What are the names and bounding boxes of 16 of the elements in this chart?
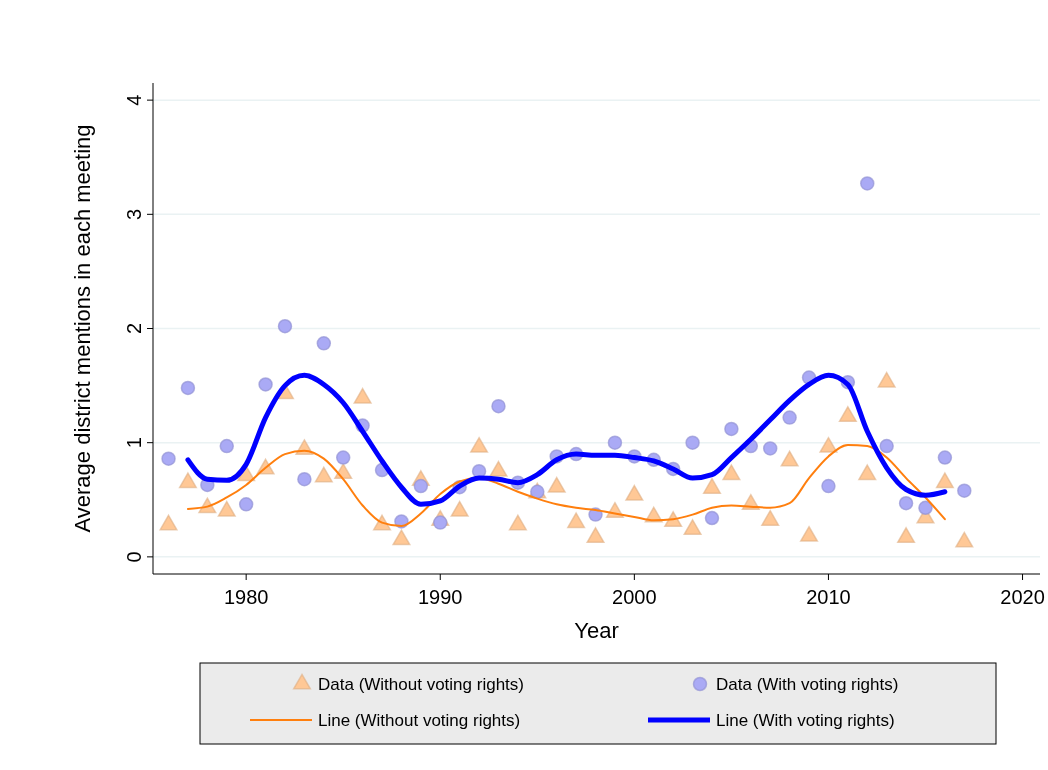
- x-axis-title: Year: [574, 618, 619, 643]
- legend-label: Line (Without voting rights): [318, 711, 521, 730]
- y-tick-label: 1: [123, 437, 145, 449]
- x-tick-label: 1980: [223, 586, 269, 608]
- y-tick-label: 2: [123, 322, 145, 335]
- x-tick-label: 2010: [806, 586, 851, 608]
- legend-label: Data (With voting rights): [716, 675, 899, 694]
- x-tick-label: 2000: [612, 586, 657, 608]
- legend-label: Line (With voting rights): [716, 711, 895, 730]
- x-tick-label: 2020: [1000, 586, 1045, 608]
- y-tick-label: 3: [123, 208, 145, 220]
- y-axis-title: Average district mentions in each meeting: [70, 124, 95, 533]
- y-tick-label: 0: [123, 551, 145, 563]
- legend-label: Data (Without voting rights): [318, 675, 524, 694]
- y-tick-label: 4: [123, 94, 145, 106]
- x-tick-label: 1990: [418, 586, 463, 608]
